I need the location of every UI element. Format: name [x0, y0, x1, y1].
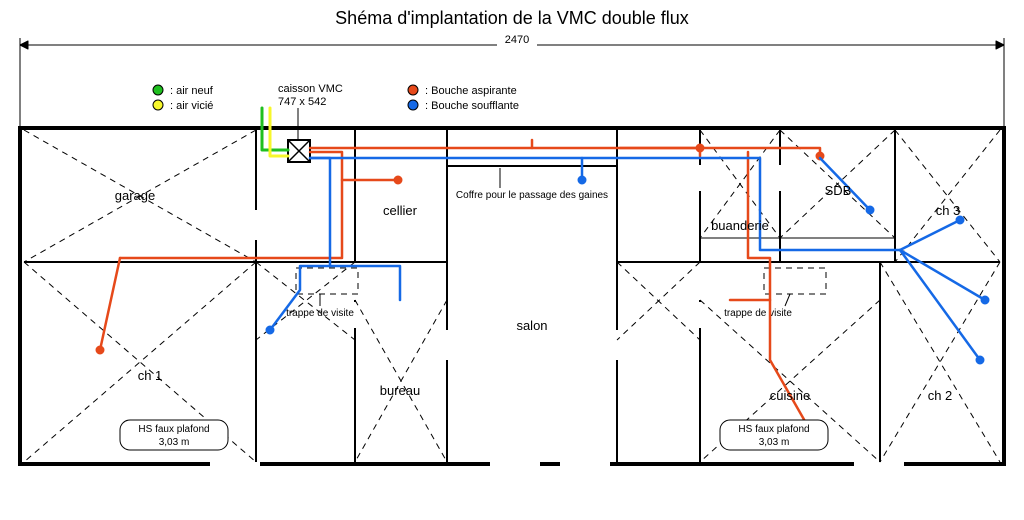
- label-ch2: ch 2: [928, 388, 953, 403]
- svg-text:HS faux plafond: HS faux plafond: [138, 424, 209, 435]
- label-garage: garage: [115, 188, 155, 203]
- svg-text:3,03 m: 3,03 m: [159, 437, 190, 448]
- trappe-droite: [764, 268, 826, 294]
- label-ch1: ch 1: [138, 368, 163, 383]
- label-cellier: cellier: [383, 203, 418, 218]
- coffre-label: Coffre pour le passage des gaines: [456, 190, 608, 201]
- label-cuisine: cuisine: [770, 388, 810, 403]
- vmc-floorplan: Shéma d'implantation de la VMC double fl…: [0, 0, 1024, 520]
- svg-text:trappe de visite: trappe de visite: [286, 308, 354, 319]
- legend-air-neuf: : air neuf: [170, 85, 214, 97]
- caisson-label-2: 747 x 542: [278, 96, 326, 108]
- outer-wall: [20, 128, 1004, 464]
- svg-text:trappe de visite: trappe de visite: [724, 308, 792, 319]
- diagram-title: Shéma d'implantation de la VMC double fl…: [335, 8, 689, 28]
- label-buanderie: buanderie: [711, 218, 769, 233]
- legend-aspirante: : Bouche aspirante: [425, 85, 517, 97]
- label-salon: salon: [516, 318, 547, 333]
- legend-air-vicie: : air vicié: [170, 100, 213, 112]
- svg-text:2470: 2470: [505, 34, 529, 46]
- caisson-label-1: caisson VMC: [278, 83, 343, 95]
- legend-soufflante: : Bouche soufflante: [425, 100, 519, 112]
- trappe-gauche: [296, 268, 358, 294]
- label-ch3: ch 3: [936, 203, 961, 218]
- label-bureau: bureau: [380, 383, 420, 398]
- svg-text:HS faux plafond: HS faux plafond: [738, 424, 809, 435]
- label-sdb: SDB: [825, 183, 852, 198]
- svg-text:3,03 m: 3,03 m: [759, 437, 790, 448]
